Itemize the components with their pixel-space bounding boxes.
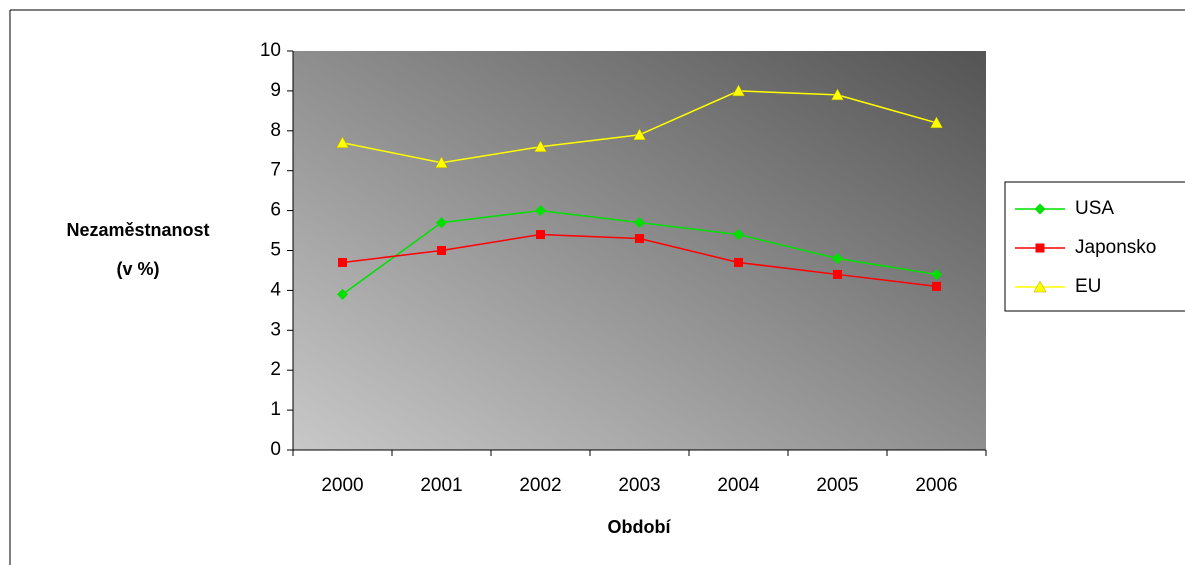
- legend: [1004, 181, 1185, 312]
- x-axis-label: Období: [608, 517, 672, 537]
- marker: [634, 217, 645, 229]
- y-tick-label: 7: [270, 160, 281, 181]
- marker: [734, 257, 743, 267]
- plot-area: [293, 51, 986, 450]
- x-tick-label: 2002: [519, 475, 561, 496]
- marker: [633, 128, 646, 141]
- marker: [1034, 203, 1046, 215]
- marker: [930, 116, 943, 129]
- y-tick-label: 1: [270, 399, 281, 420]
- y-tick-label: 10: [260, 40, 281, 61]
- x-tick-label: 2000: [321, 475, 363, 496]
- marker: [832, 252, 843, 264]
- marker: [337, 288, 348, 300]
- x-tick-label: 2001: [420, 475, 462, 496]
- marker: [1035, 243, 1045, 253]
- y-tick-label: 9: [270, 80, 281, 101]
- marker: [336, 136, 349, 149]
- legend-label: Japonsko: [1075, 237, 1156, 258]
- marker: [932, 281, 941, 291]
- marker: [733, 229, 744, 241]
- y-tick-label: 2: [270, 359, 281, 380]
- marker: [1033, 280, 1047, 293]
- x-tick-label: 2004: [717, 475, 760, 496]
- marker: [534, 140, 547, 153]
- marker: [536, 230, 545, 240]
- x-tick-label: 2003: [618, 475, 660, 496]
- y-axis-label: (v %): [116, 259, 159, 279]
- y-axis-label: Nezaměstnanost: [66, 220, 209, 240]
- marker: [535, 205, 546, 217]
- marker: [435, 156, 448, 168]
- y-tick-label: 4: [270, 279, 281, 300]
- y-tick-label: 8: [270, 120, 281, 141]
- legend-label: USA: [1075, 198, 1114, 219]
- x-tick-label: 2005: [816, 475, 858, 496]
- legend-label: EU: [1075, 276, 1101, 297]
- marker: [831, 88, 844, 101]
- x-tick-label: 2006: [915, 475, 957, 496]
- marker: [732, 84, 745, 97]
- marker: [436, 217, 447, 229]
- marker: [338, 257, 347, 267]
- y-tick-label: 6: [270, 200, 281, 221]
- marker: [437, 246, 446, 255]
- y-tick-label: 3: [270, 319, 281, 340]
- y-tick-label: 0: [270, 439, 281, 460]
- marker: [635, 234, 644, 244]
- marker: [931, 268, 942, 280]
- marker: [833, 269, 842, 279]
- y-tick-label: 5: [270, 240, 281, 261]
